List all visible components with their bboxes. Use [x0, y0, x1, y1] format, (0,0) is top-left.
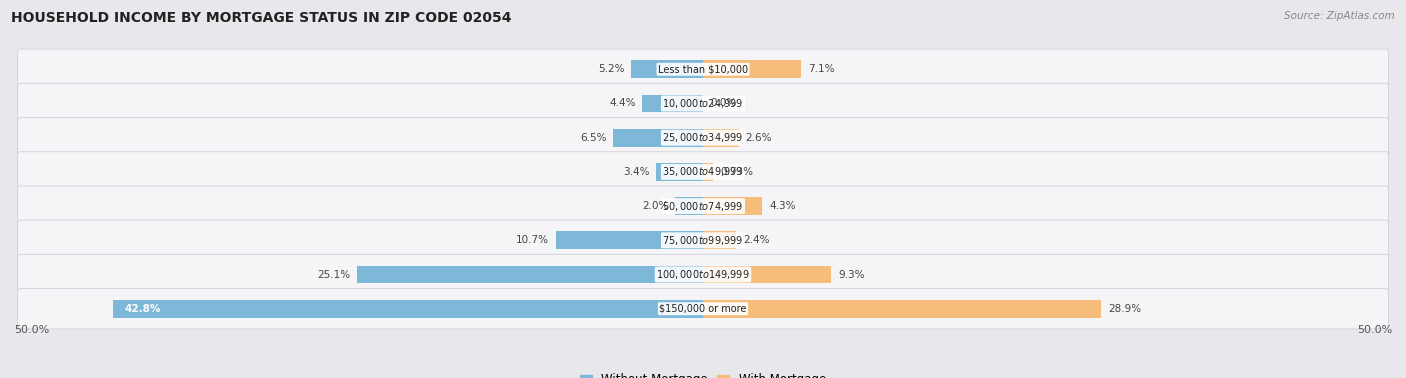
Text: 4.3%: 4.3% [769, 201, 796, 211]
Bar [703, 60, 801, 78]
Text: $150,000 or more: $150,000 or more [659, 304, 747, 314]
Text: 0.73%: 0.73% [720, 167, 754, 177]
Bar [703, 129, 738, 147]
Bar [703, 266, 831, 284]
Text: $25,000 to $34,999: $25,000 to $34,999 [662, 131, 744, 144]
Bar [555, 231, 703, 249]
Text: $100,000 to $149,999: $100,000 to $149,999 [657, 268, 749, 281]
FancyBboxPatch shape [17, 49, 1389, 90]
Text: 50.0%: 50.0% [14, 325, 49, 335]
Text: 2.0%: 2.0% [643, 201, 669, 211]
Bar [357, 266, 703, 284]
FancyBboxPatch shape [17, 288, 1389, 329]
Text: 10.7%: 10.7% [516, 235, 548, 245]
Text: 3.4%: 3.4% [623, 167, 650, 177]
Text: 25.1%: 25.1% [318, 270, 350, 279]
Bar [613, 129, 703, 147]
Bar [631, 60, 703, 78]
Text: 50.0%: 50.0% [1357, 325, 1392, 335]
Text: $35,000 to $49,999: $35,000 to $49,999 [662, 166, 744, 178]
Bar [675, 197, 703, 215]
FancyBboxPatch shape [17, 118, 1389, 158]
Text: Source: ZipAtlas.com: Source: ZipAtlas.com [1284, 11, 1395, 21]
Bar [657, 163, 703, 181]
Text: 6.5%: 6.5% [581, 133, 606, 143]
Text: HOUSEHOLD INCOME BY MORTGAGE STATUS IN ZIP CODE 02054: HOUSEHOLD INCOME BY MORTGAGE STATUS IN Z… [11, 11, 512, 25]
Text: Less than $10,000: Less than $10,000 [658, 64, 748, 74]
FancyBboxPatch shape [17, 152, 1389, 192]
Text: 2.4%: 2.4% [742, 235, 769, 245]
Text: 2.6%: 2.6% [745, 133, 772, 143]
Text: $10,000 to $24,999: $10,000 to $24,999 [662, 97, 744, 110]
Text: 42.8%: 42.8% [124, 304, 160, 314]
Bar [703, 231, 737, 249]
Text: 0.0%: 0.0% [710, 99, 737, 108]
Text: 9.3%: 9.3% [838, 270, 865, 279]
Bar [114, 300, 703, 318]
Text: 28.9%: 28.9% [1108, 304, 1142, 314]
Bar [703, 163, 713, 181]
Bar [703, 197, 762, 215]
Text: $75,000 to $99,999: $75,000 to $99,999 [662, 234, 744, 247]
FancyBboxPatch shape [17, 186, 1389, 226]
Text: 7.1%: 7.1% [807, 64, 834, 74]
FancyBboxPatch shape [17, 83, 1389, 124]
FancyBboxPatch shape [17, 254, 1389, 295]
Bar [703, 300, 1101, 318]
Legend: Without Mortgage, With Mortgage: Without Mortgage, With Mortgage [576, 370, 830, 378]
Text: $50,000 to $74,999: $50,000 to $74,999 [662, 200, 744, 212]
FancyBboxPatch shape [17, 220, 1389, 260]
Text: 5.2%: 5.2% [598, 64, 624, 74]
Bar [643, 94, 703, 112]
Text: 4.4%: 4.4% [609, 99, 636, 108]
